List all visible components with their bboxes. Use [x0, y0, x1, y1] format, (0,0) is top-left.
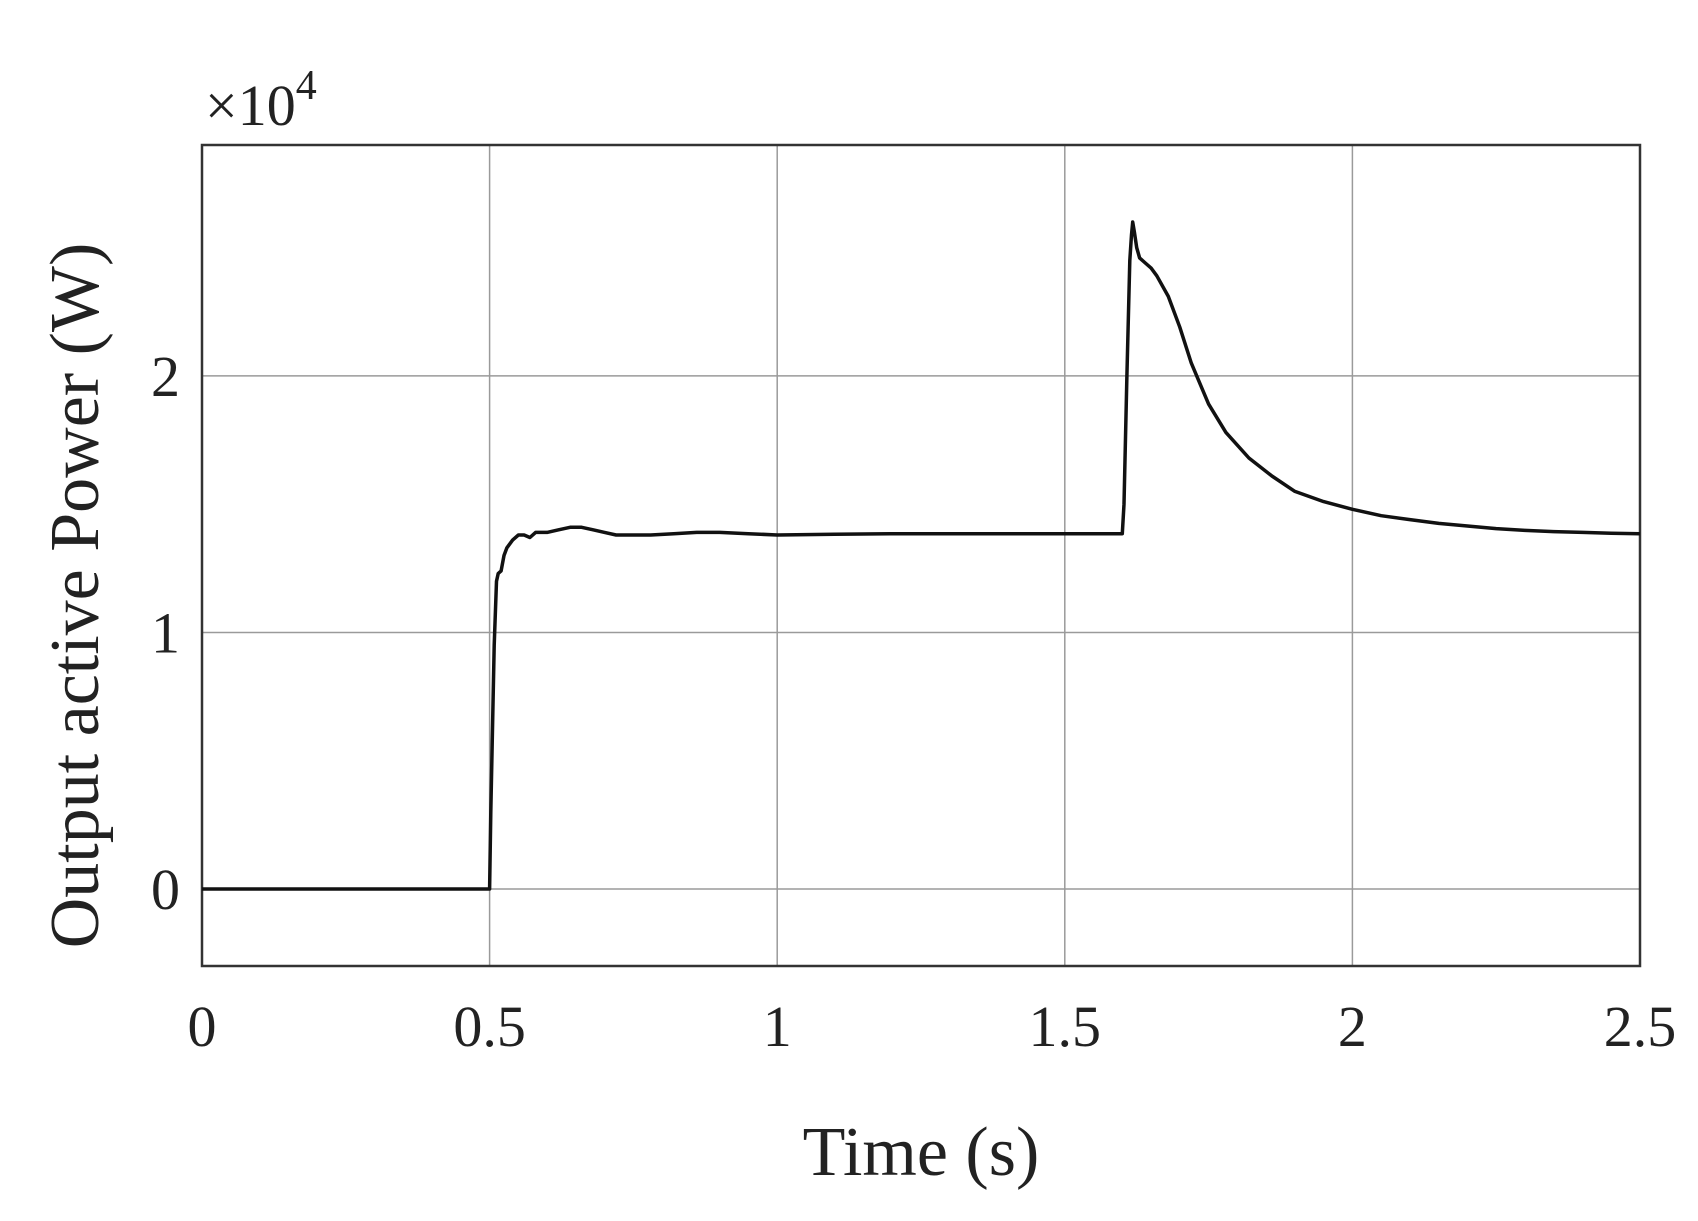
x-tick-label: 0 — [188, 994, 217, 1059]
y-tick-label: 2 — [151, 344, 180, 409]
y-axis-multiplier-base: ×10 — [205, 73, 296, 138]
x-tick-label: 1.5 — [1029, 994, 1102, 1059]
x-tick-label: 1 — [763, 994, 792, 1059]
grid-lines — [201, 145, 1641, 966]
y-axis-multiplier-exponent: 4 — [296, 63, 317, 109]
x-axis-title: Time (s) — [803, 1114, 1040, 1191]
y-axis-title: Output active Power (W) — [37, 243, 114, 949]
x-tick-label: 2 — [1338, 994, 1367, 1059]
y-axis-multiplier: ×104 — [205, 63, 317, 138]
y-axis-tick-labels: 0 1 2 — [151, 344, 180, 922]
y-tick-label: 1 — [151, 600, 180, 665]
x-tick-label: 2.5 — [1604, 994, 1677, 1059]
series-line — [202, 220, 1641, 891]
y-tick-label: 0 — [151, 857, 180, 922]
x-axis-tick-labels: 0 0.5 1 1.5 2 2.5 — [188, 994, 1677, 1059]
plot-area-frame — [200, 143, 1642, 968]
x-tick-label: 0.5 — [453, 994, 526, 1059]
